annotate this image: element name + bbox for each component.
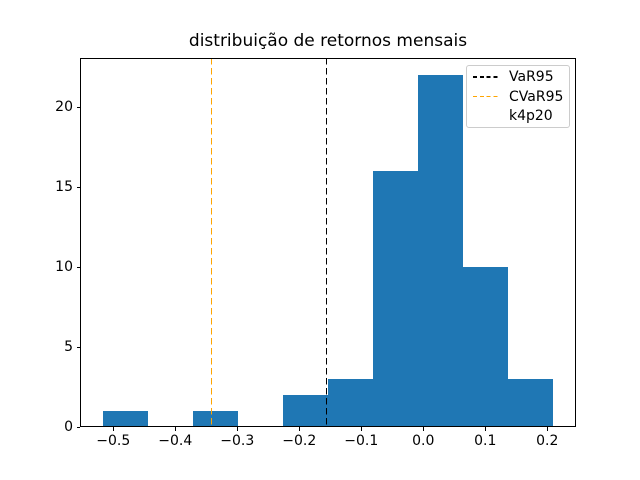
x-tick-mark xyxy=(174,427,176,431)
x-tick-label: 0.2 xyxy=(536,433,559,450)
x-tick-label: 0.1 xyxy=(474,433,497,450)
y-tick-label: 10 xyxy=(55,259,73,276)
x-tick-label: 0.0 xyxy=(412,433,435,450)
x-tick-label: −0.5 xyxy=(96,433,131,450)
chart-title: distribuição de retornos mensais xyxy=(188,31,468,51)
x-tick-label: −0.4 xyxy=(158,433,193,450)
x-tick-label: −0.1 xyxy=(344,433,379,450)
y-tick-mark xyxy=(76,266,80,268)
x-tick-mark xyxy=(546,427,548,431)
histogram-bar xyxy=(283,395,329,428)
histogram-bar xyxy=(418,75,464,428)
histogram-bar xyxy=(328,379,374,428)
legend-label: VaR95 xyxy=(509,69,554,85)
legend-entry-cvar95: CVaR95 xyxy=(467,87,569,106)
empty-legend-handle xyxy=(473,115,498,117)
y-tick-label: 20 xyxy=(55,99,73,116)
y-tick-mark xyxy=(76,106,80,108)
x-tick-mark xyxy=(298,427,300,431)
histogram-bar xyxy=(373,171,419,428)
histogram-bar xyxy=(508,379,554,428)
legend: VaR95 CVaR95 k4p20 xyxy=(466,65,570,128)
x-tick-mark xyxy=(236,427,238,431)
histogram-bar xyxy=(193,411,239,428)
y-tick-label: 15 xyxy=(55,179,73,196)
legend-label: k4p20 xyxy=(509,108,553,124)
dashed-line-sample-icon xyxy=(473,76,498,78)
histogram-bar xyxy=(103,411,148,428)
x-tick-mark xyxy=(484,427,486,431)
x-tick-mark xyxy=(422,427,424,431)
legend-label: CVaR95 xyxy=(509,88,564,105)
legend-entry-var95: VaR95 xyxy=(467,68,569,87)
y-tick-mark xyxy=(76,426,80,428)
y-tick-label: 0 xyxy=(64,419,73,436)
histogram-bar xyxy=(463,267,509,428)
dashed-line-sample-icon xyxy=(473,95,498,98)
y-tick-label: 5 xyxy=(64,339,73,356)
y-tick-mark xyxy=(76,346,80,348)
x-tick-label: −0.2 xyxy=(282,433,317,450)
cvar95-line xyxy=(210,57,212,428)
x-tick-mark xyxy=(112,427,114,431)
y-tick-mark xyxy=(76,186,80,188)
x-tick-mark xyxy=(360,427,362,431)
var95-line xyxy=(325,57,328,428)
legend-entry-k4p20: k4p20 xyxy=(467,107,569,126)
x-tick-label: −0.3 xyxy=(220,433,255,450)
